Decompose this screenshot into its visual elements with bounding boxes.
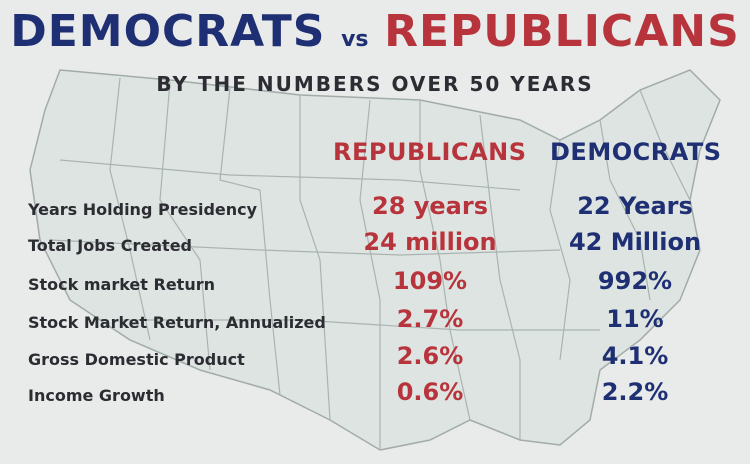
republican-value: 109% bbox=[392, 267, 468, 295]
row-label: Years Holding Presidency bbox=[28, 200, 258, 219]
republican-value: 0.6% bbox=[396, 378, 464, 406]
democrat-value: 11% bbox=[606, 305, 664, 333]
democrat-value: 22 Years bbox=[577, 192, 693, 220]
table-row: Income Growth 0.6% 2.2% bbox=[0, 378, 750, 416]
row-label: Gross Domestic Product bbox=[28, 350, 245, 369]
democrat-value: 4.1% bbox=[601, 342, 669, 370]
republican-value: 24 million bbox=[363, 228, 497, 256]
row-label: Stock market Return bbox=[28, 275, 215, 294]
table-row: Stock market Return 109% 992% bbox=[0, 267, 750, 305]
republican-value: 28 years bbox=[372, 192, 488, 220]
row-label: Stock Market Return, Annualized bbox=[28, 313, 326, 332]
republican-value: 2.6% bbox=[396, 342, 464, 370]
title-republicans: REPUBLICANS bbox=[384, 6, 740, 57]
subtitle: BY THE NUMBERS OVER 50 YEARS bbox=[156, 72, 594, 96]
table-row: Total Jobs Created 24 million 42 Million bbox=[0, 228, 750, 266]
republican-value: 2.7% bbox=[396, 305, 464, 333]
table-row: Gross Domestic Product 2.6% 4.1% bbox=[0, 342, 750, 380]
table-row: Years Holding Presidency 28 years 22 Yea… bbox=[0, 192, 750, 230]
democrat-value: 992% bbox=[597, 267, 673, 295]
row-label: Income Growth bbox=[28, 386, 165, 405]
column-header-democrats: DEMOCRATS bbox=[550, 138, 722, 166]
main-title: DEMOCRATS vs REPUBLICANS bbox=[0, 6, 750, 57]
table-row: Stock Market Return, Annualized 2.7% 11% bbox=[0, 305, 750, 343]
column-header-republicans: REPUBLICANS bbox=[333, 138, 527, 166]
title-democrats: DEMOCRATS bbox=[10, 6, 326, 57]
row-label: Total Jobs Created bbox=[28, 236, 193, 255]
democrat-value: 2.2% bbox=[601, 378, 669, 406]
title-vs: vs bbox=[341, 27, 369, 52]
democrat-value: 42 Million bbox=[568, 228, 702, 256]
